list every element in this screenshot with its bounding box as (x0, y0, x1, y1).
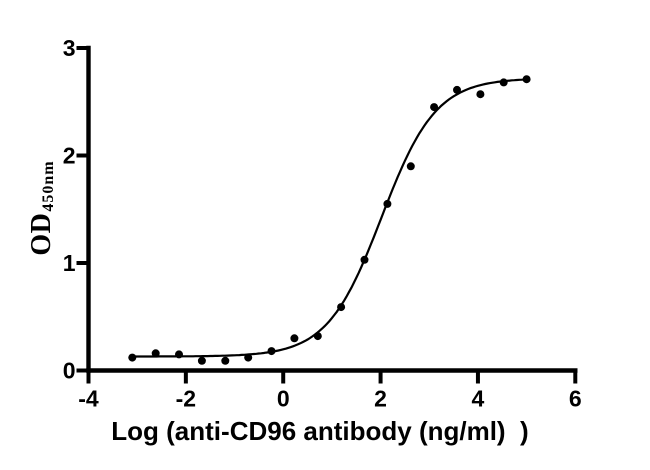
tick-layer (76, 46, 578, 384)
data-point (244, 353, 253, 362)
data-point (128, 353, 137, 362)
y-axis-title-main: OD (26, 212, 57, 256)
y-tick-label: 0 (63, 358, 76, 384)
fit-curve-layer (131, 78, 528, 358)
data-point (197, 356, 206, 365)
x-tick-label: 4 (472, 386, 485, 412)
data-point (522, 75, 531, 84)
data-point (313, 332, 322, 341)
x-tick-label: -2 (176, 386, 196, 412)
data-point (175, 350, 183, 359)
x-tick-label: 0 (277, 386, 290, 412)
axis-layer (86, 45, 578, 373)
x-tick-label: -4 (78, 386, 99, 412)
y-tick-label: 2 (63, 143, 76, 169)
tick-label-layer: -4 -2 0 2 4 6 0 1 2 3 (63, 35, 582, 412)
data-point (267, 347, 276, 356)
y-tick-label: 1 (63, 250, 76, 276)
x-tick-label: 6 (569, 386, 582, 412)
y-tick-label: 3 (63, 35, 76, 61)
data-point (430, 103, 439, 112)
data-point (151, 349, 160, 358)
data-point-layer (128, 75, 531, 365)
data-point (406, 162, 415, 171)
fit-curve (131, 78, 528, 358)
data-point (499, 78, 508, 87)
x-axis-title: Log (anti-CD96 antibody (ng/ml) ) (111, 416, 529, 446)
data-point (383, 199, 392, 208)
data-point (221, 356, 230, 365)
y-axis-title-subscript: 450nm (40, 160, 57, 212)
x-tick-label: 2 (374, 386, 387, 412)
data-point (360, 255, 369, 264)
y-axis-title: OD 450nm (20, 126, 64, 290)
data-point (453, 85, 461, 94)
data-point (290, 334, 299, 343)
data-point (337, 303, 346, 312)
data-point (476, 90, 485, 99)
